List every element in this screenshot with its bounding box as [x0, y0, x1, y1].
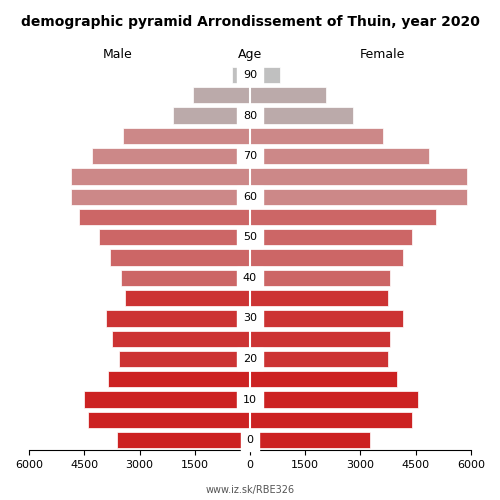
Text: 70: 70 — [243, 151, 257, 161]
Bar — [125, 290, 250, 306]
Bar — [250, 128, 382, 144]
Text: 10: 10 — [243, 394, 257, 404]
Bar — [250, 209, 436, 225]
Text: Male: Male — [102, 48, 132, 61]
Text: 50: 50 — [243, 232, 257, 242]
Text: Female: Female — [360, 48, 406, 61]
Bar — [99, 229, 250, 246]
Bar — [250, 371, 398, 388]
Text: 0: 0 — [246, 435, 254, 445]
Text: 60: 60 — [243, 192, 257, 202]
Bar — [119, 351, 250, 367]
Bar — [250, 351, 388, 367]
Bar — [112, 330, 250, 347]
Bar — [232, 67, 250, 83]
Bar — [250, 168, 468, 184]
Bar — [250, 270, 390, 286]
Bar — [172, 108, 250, 124]
Bar — [123, 128, 250, 144]
Bar — [121, 270, 250, 286]
Bar — [118, 432, 250, 448]
Text: 90: 90 — [243, 70, 257, 80]
Bar — [92, 148, 250, 164]
Bar — [78, 209, 250, 225]
Bar — [110, 250, 250, 266]
Text: 30: 30 — [243, 314, 257, 324]
Title: demographic pyramid Arrondissement of Thuin, year 2020: demographic pyramid Arrondissement of Th… — [20, 15, 479, 29]
Bar — [193, 87, 250, 104]
Bar — [250, 188, 468, 205]
Bar — [106, 310, 250, 326]
Bar — [250, 87, 326, 104]
Bar — [250, 290, 388, 306]
Bar — [88, 412, 250, 428]
Bar — [250, 148, 428, 164]
Bar — [72, 188, 250, 205]
Text: 40: 40 — [243, 273, 257, 283]
Text: 80: 80 — [243, 110, 257, 120]
Bar — [250, 432, 370, 448]
Bar — [250, 412, 412, 428]
Bar — [250, 108, 353, 124]
Bar — [250, 250, 403, 266]
Text: 20: 20 — [243, 354, 257, 364]
Bar — [72, 168, 250, 184]
Bar — [250, 229, 412, 246]
Bar — [84, 392, 250, 407]
Bar — [250, 392, 418, 407]
Bar — [250, 330, 390, 347]
Text: Age: Age — [238, 48, 262, 61]
Bar — [250, 67, 280, 83]
Bar — [108, 371, 250, 388]
Bar — [250, 310, 403, 326]
Text: www.iz.sk/RBE326: www.iz.sk/RBE326 — [206, 485, 294, 495]
